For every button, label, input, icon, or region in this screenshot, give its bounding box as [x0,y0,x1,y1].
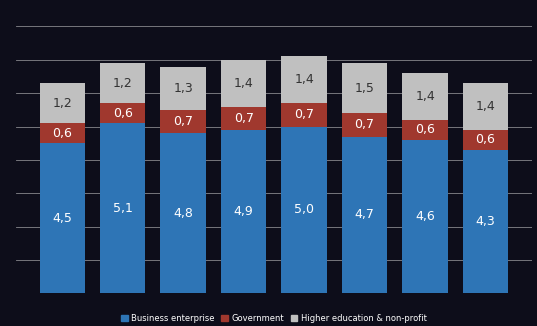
Text: 1,4: 1,4 [476,100,496,113]
Text: 1,2: 1,2 [52,97,72,110]
Bar [463,83,508,130]
Text: 0,6: 0,6 [476,133,496,146]
Bar [402,73,448,120]
Bar [40,123,85,143]
Text: 4,7: 4,7 [354,209,374,221]
Text: 0,7: 0,7 [173,115,193,128]
Text: 4,5: 4,5 [52,212,72,225]
Text: 4,3: 4,3 [476,215,496,228]
Bar [221,107,266,130]
Text: 0,6: 0,6 [415,124,435,136]
Text: 0,6: 0,6 [52,127,72,140]
Text: 0,7: 0,7 [294,108,314,121]
Legend: Business enterprise, Government, Higher education & non-profit: Business enterprise, Government, Higher … [118,310,430,326]
Bar [100,123,146,293]
Text: 4,9: 4,9 [234,205,253,218]
Bar [281,56,327,103]
Bar [463,150,508,293]
Bar [281,103,327,126]
Bar [221,60,266,107]
Text: 1,4: 1,4 [234,77,253,90]
Bar [161,67,206,110]
Text: 1,5: 1,5 [354,82,374,95]
Bar [342,113,387,137]
Bar [40,83,85,123]
Text: 1,2: 1,2 [113,77,133,90]
Text: 4,6: 4,6 [415,210,435,223]
Text: 0,7: 0,7 [234,112,253,125]
Bar [402,140,448,293]
Text: 5,1: 5,1 [113,202,133,215]
Bar [40,143,85,293]
Bar [402,120,448,140]
Bar [100,103,146,123]
Bar [342,137,387,293]
Text: 0,6: 0,6 [113,107,133,120]
Bar [161,133,206,293]
Bar [463,130,508,150]
Bar [161,110,206,133]
Bar [281,126,327,293]
Text: 5,0: 5,0 [294,203,314,216]
Bar [221,130,266,293]
Bar [100,63,146,103]
Text: 0,7: 0,7 [354,118,375,131]
Text: 1,4: 1,4 [294,73,314,86]
Bar [342,63,387,113]
Text: 1,4: 1,4 [415,90,435,103]
Text: 1,3: 1,3 [173,82,193,95]
Text: 4,8: 4,8 [173,207,193,220]
